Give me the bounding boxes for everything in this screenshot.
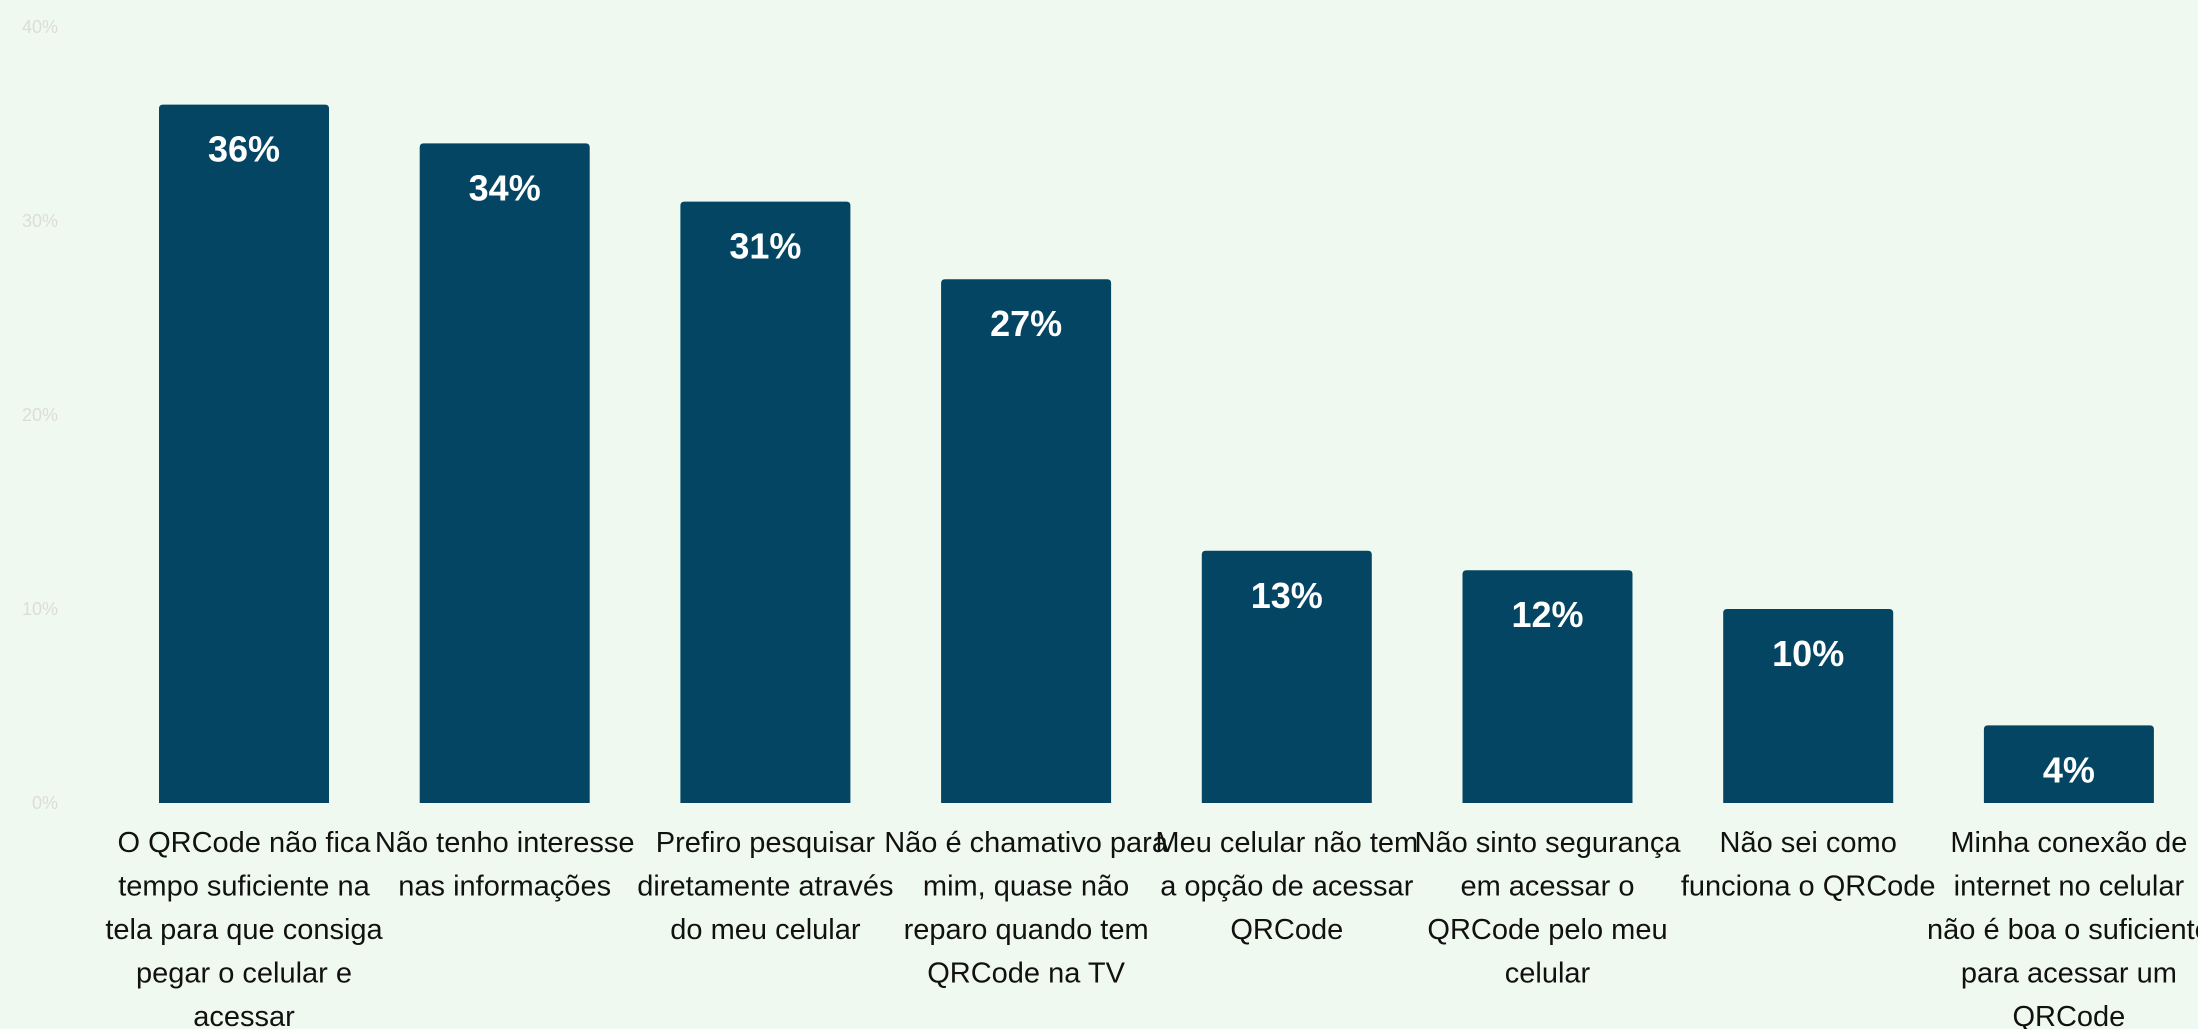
category-label: Não tenho interesse nas informações [375, 827, 635, 903]
category-label-line: QRCode [1230, 914, 1343, 946]
bar [1723, 609, 1894, 803]
bar [419, 143, 590, 803]
category-label-line: para acessar um [1961, 958, 2177, 990]
category-label-line: acessar [193, 1001, 295, 1029]
bar [941, 279, 1112, 803]
category-label-line: reparo quando tem [904, 914, 1149, 946]
category-label-line: nas informações [398, 871, 611, 903]
bar-value-labels: 36% 34% 31% 27% 13% 12% 10% 4% [208, 129, 2095, 791]
category-label: Não é chamativo para mim, quase não reparo… [884, 827, 1169, 990]
category-label-line: tempo suficiente na [118, 871, 370, 903]
category-label-line: pegar o celular e [136, 958, 352, 990]
category-label-line: diretamente através [637, 871, 893, 903]
bars-group [159, 104, 2154, 804]
category-label: Não sinto segurança em acessar o QRCode pe… [1415, 827, 1682, 990]
category-label: Não sei como funciona o QRCode [1681, 827, 1936, 903]
y-tick-label: 0% [32, 793, 58, 813]
category-label-line: QRCode [2012, 1001, 2125, 1029]
category-label-line: QRCode pelo meu [1427, 914, 1667, 946]
y-axis-ticks: 0% 10% 20% 30% 40% [22, 17, 58, 813]
bar [680, 201, 851, 804]
y-tick-label: 40% [22, 17, 58, 37]
bar-value-label: 27% [990, 303, 1062, 344]
category-label-line: Não sinto segurança [1415, 827, 1682, 859]
category-label-line: a opção de acessar [1160, 871, 1413, 903]
category-label-line: do meu celular [670, 914, 861, 946]
bar-value-label: 36% [208, 129, 280, 170]
category-label: Meu celular não tem a opção de acessar QRC… [1155, 827, 1418, 946]
category-labels: O QRCode não fica tempo suficiente na tela… [105, 827, 2198, 1029]
category-label-line: tela para que consiga [105, 914, 383, 946]
bar-value-label: 13% [1251, 575, 1323, 616]
category-label-line: não é boa o suficiente [1927, 914, 2198, 946]
y-tick-label: 20% [22, 405, 58, 425]
y-tick-label: 10% [22, 599, 58, 619]
category-label-line: celular [1505, 958, 1591, 990]
category-label-line: funciona o QRCode [1681, 871, 1936, 903]
category-label-line: O QRCode não fica [117, 827, 371, 859]
bar [1462, 570, 1633, 803]
bar [1201, 550, 1372, 803]
category-label: Prefiro pesquisar diretamente através do m… [637, 827, 893, 946]
category-label-line: QRCode na TV [927, 958, 1125, 990]
bar-value-label: 34% [469, 167, 541, 208]
bar [159, 104, 329, 804]
category-label-line: Minha conexão de [1950, 827, 2187, 859]
category-label-line: mim, quase não [923, 871, 1129, 903]
category-label-line: Meu celular não tem [1155, 827, 1418, 859]
y-tick-label: 30% [22, 211, 58, 231]
category-label-line: Não sei como [1720, 827, 1897, 859]
bar-value-label: 12% [1511, 594, 1583, 635]
bar-value-label: 4% [2043, 749, 2095, 790]
category-label-line: Não é chamativo para [884, 827, 1169, 859]
category-label-line: Prefiro pesquisar [656, 827, 876, 859]
bar-value-label: 10% [1772, 633, 1844, 674]
category-label-line: internet no celular [1954, 871, 2185, 903]
category-label: O QRCode não fica tempo suficiente na tela… [105, 827, 383, 1029]
category-label-line: Não tenho interesse [375, 827, 635, 859]
category-label-line: em acessar o [1460, 871, 1634, 903]
bar-value-label: 31% [729, 226, 801, 267]
category-label: Minha conexão de internet no celular não é… [1927, 827, 2198, 1029]
bar [1983, 725, 2154, 803]
